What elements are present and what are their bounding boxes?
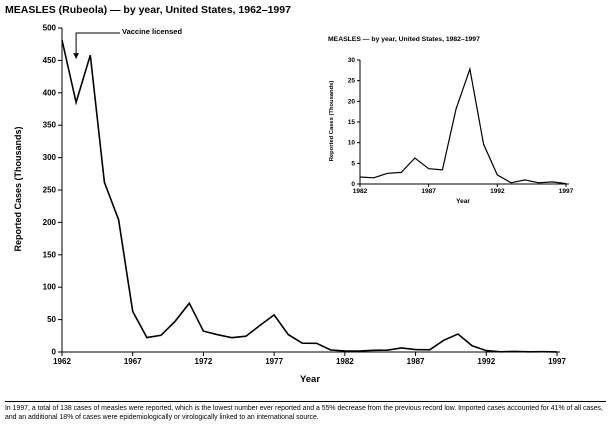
x-tick-label: 1987	[407, 357, 425, 366]
page-title: MEASLES (Rubeola) — by year, United Stat…	[5, 4, 291, 16]
inset-chart-svg: 0 5 10 15 20 25 30 1982 1987 1992 1997	[348, 57, 574, 195]
vaccine-licensed-annotation: Vaccine licensed	[122, 27, 183, 36]
x-tick-label: 1982	[336, 357, 354, 366]
x-tick-label: 1987	[421, 188, 436, 195]
inset-chart-container: MEASLES — by year, United States, 1982–1…	[322, 36, 574, 218]
y-tick-label: 20	[348, 98, 356, 105]
main-x-axis-label: Year	[299, 374, 321, 385]
annotation-connector-line	[75, 32, 120, 54]
x-tick-label: 1992	[490, 188, 505, 195]
x-tick-label: 1997	[548, 357, 566, 366]
y-tick-label: 50	[47, 315, 56, 324]
x-tick-label: 1992	[477, 357, 495, 366]
measles-data-line	[359, 66, 567, 185]
y-tick-label: 500	[43, 24, 57, 33]
x-tick-label: 1977	[265, 357, 283, 366]
annotation-arrowhead	[73, 53, 79, 60]
y-tick-label: 30	[348, 57, 356, 64]
y-tick-label: 150	[43, 250, 57, 259]
y-tick-label: 200	[43, 218, 57, 227]
y-tick-label: 100	[43, 283, 57, 292]
inset-x-axis-label: Year	[456, 198, 470, 205]
y-tick-label: 250	[43, 186, 57, 195]
footnote-text: In 1997, a total of 138 cases of measles…	[5, 401, 606, 422]
y-tick-label: 0	[351, 181, 355, 188]
y-tick-label: 5	[351, 160, 355, 167]
y-tick-label: 350	[43, 121, 57, 130]
x-tick-label: 1997	[559, 188, 574, 195]
inset-chart-title: MEASLES — by year, United States, 1982–1…	[328, 36, 480, 43]
x-tick-label: 1972	[195, 357, 213, 366]
main-y-axis-label: Reported Cases (Thousands)	[13, 126, 23, 252]
y-tick-label: 300	[43, 153, 57, 162]
y-tick-label: 400	[43, 88, 57, 97]
y-tick-label: 15	[348, 119, 356, 126]
x-tick-label: 1967	[124, 357, 142, 366]
y-tick-label: 25	[348, 78, 356, 85]
y-tick-label: 450	[43, 56, 57, 65]
x-tick-label: 1982	[353, 188, 368, 195]
inset-y-axis-label: Reported Cases (Thousands)	[329, 80, 335, 162]
y-tick-label: 10	[348, 140, 356, 147]
measles-data-line	[61, 39, 558, 353]
x-tick-label: 1962	[53, 357, 71, 366]
y-tick-label: 0	[52, 348, 57, 357]
